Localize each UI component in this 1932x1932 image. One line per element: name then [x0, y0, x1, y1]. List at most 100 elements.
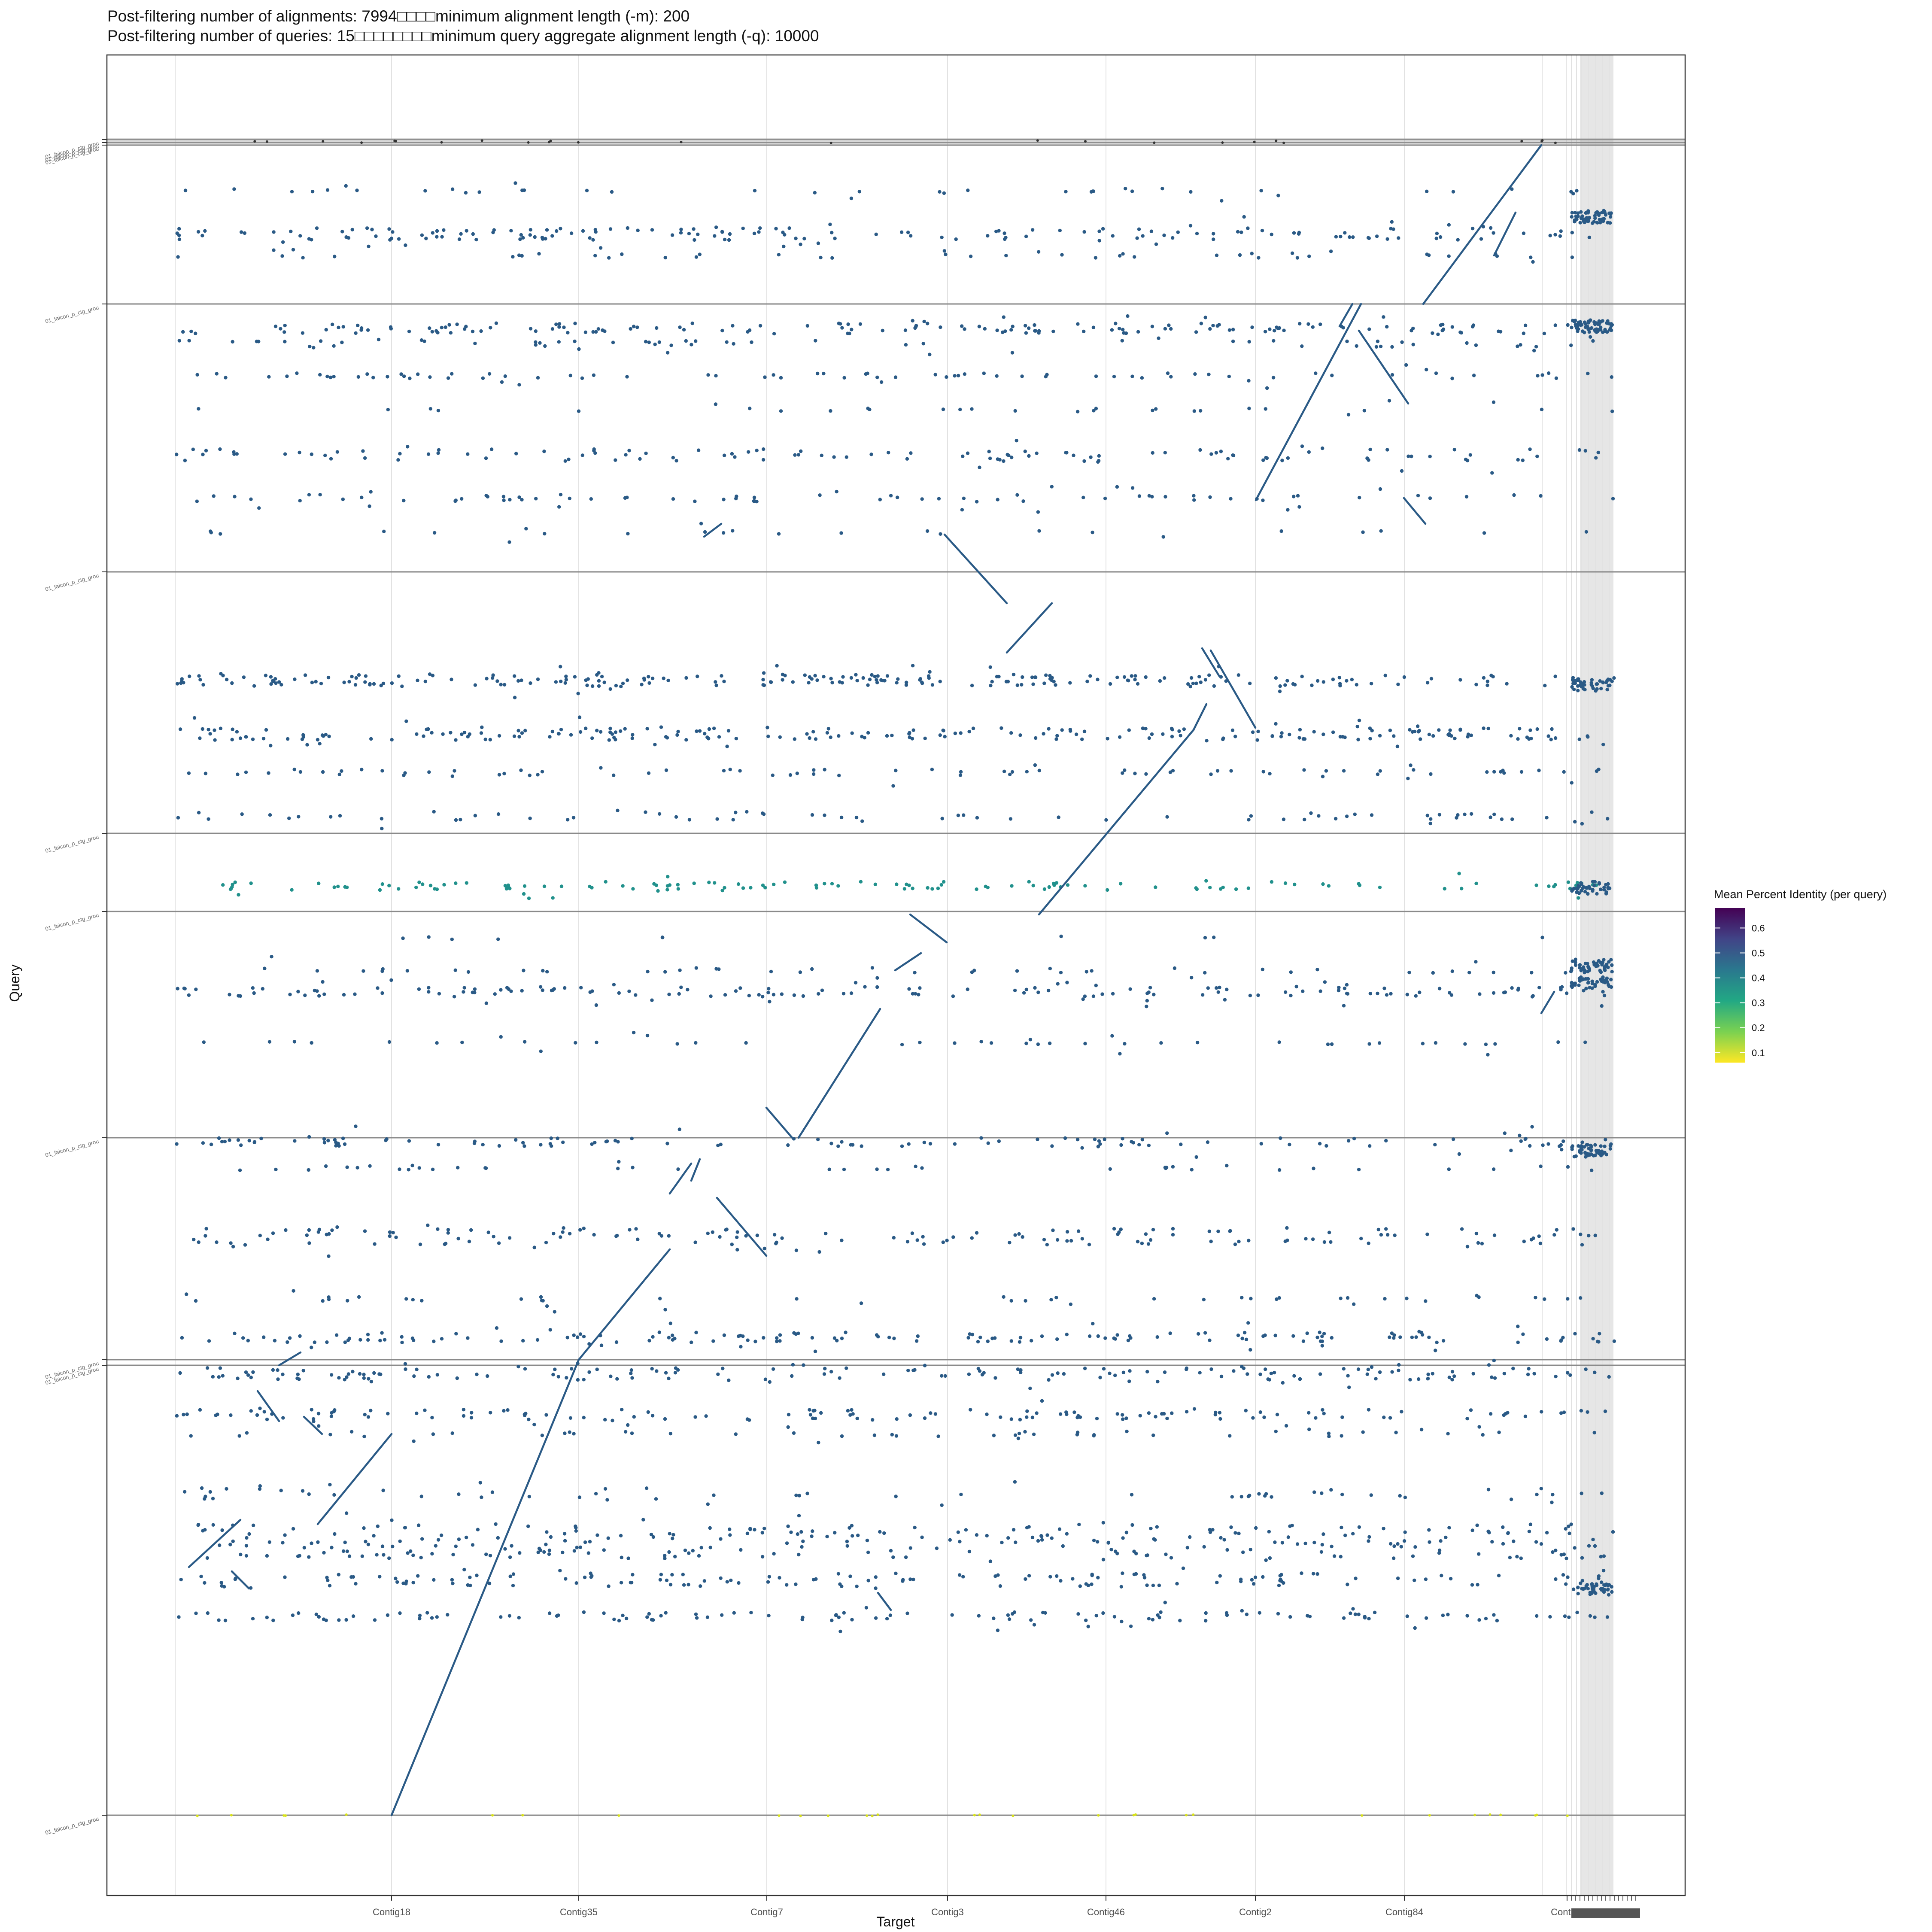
alignment-point [1090, 1582, 1094, 1586]
alignment-point [1397, 1368, 1400, 1373]
alignment-point [761, 677, 765, 682]
alignment-point [1096, 1576, 1100, 1580]
alignment-point [366, 1338, 370, 1342]
alignment-point [1529, 1238, 1534, 1242]
alignment-point [820, 988, 824, 992]
alignment-point [1115, 1333, 1119, 1337]
alignment-point [293, 1139, 297, 1143]
alignment-point [644, 451, 648, 456]
alignment-point [468, 1583, 472, 1588]
alignment-point [906, 231, 910, 234]
alignment-point [838, 322, 842, 326]
alignment-point [1113, 1337, 1117, 1341]
alignment-point [654, 883, 659, 887]
alignment-point [654, 1497, 658, 1501]
alignment-point [1130, 189, 1134, 193]
alignment-point [830, 231, 834, 234]
alignment-point [805, 732, 809, 736]
alignment-point [1355, 725, 1359, 729]
alignment-point [1534, 883, 1538, 887]
alignment-point [207, 817, 210, 821]
alignment-point [1259, 188, 1263, 193]
alignment-point [608, 227, 613, 231]
alignment-point [1076, 1612, 1080, 1616]
alignment-point [1033, 323, 1036, 327]
alignment-point [968, 1332, 972, 1336]
alignment-point [802, 237, 806, 240]
alignment-point [1572, 687, 1576, 692]
alignment-point [722, 453, 726, 457]
alignment-point [328, 1433, 332, 1437]
alignment-point [1597, 1577, 1601, 1580]
alignment-point [1013, 1433, 1018, 1437]
alignment-point [1197, 1332, 1200, 1336]
alignment-point [310, 452, 313, 456]
alignment-point [283, 330, 286, 334]
alignment-point [1570, 781, 1574, 785]
alignment-point [1441, 1339, 1446, 1343]
alignment-point [964, 1528, 968, 1532]
alignment-point [321, 1299, 325, 1303]
alignment-point [1209, 1239, 1213, 1243]
alignment-point [1556, 1040, 1560, 1044]
alignment-point [779, 409, 783, 413]
alignment-point [1595, 769, 1599, 773]
alignment-point [477, 190, 481, 194]
alignment-point [1245, 1372, 1249, 1376]
alignment-point [679, 228, 683, 231]
alignment-point [258, 1484, 262, 1488]
alignment-point [1378, 769, 1382, 773]
alignment-point [1439, 323, 1443, 327]
alignment-point [874, 1586, 878, 1590]
alignment-point [1470, 812, 1473, 816]
alignment-point [402, 374, 406, 378]
alignment-point [1025, 1409, 1029, 1413]
alignment-point [1237, 1531, 1241, 1535]
alignment-point [813, 191, 817, 194]
alignment-point [734, 737, 738, 741]
alignment-point [1065, 1532, 1069, 1536]
alignment-point [372, 1534, 376, 1538]
alignment-point [1601, 1569, 1606, 1573]
alignment-point [415, 1367, 419, 1371]
alignment-point [1601, 742, 1605, 747]
alignment-point [1497, 329, 1501, 333]
alignment-point [1457, 1152, 1461, 1156]
alignment-point [768, 999, 772, 1004]
alignment-point [202, 1040, 206, 1044]
alignment-point [1367, 1539, 1370, 1543]
alignment-point [244, 1554, 249, 1558]
alignment-point [567, 457, 571, 462]
alignment-point [961, 454, 965, 459]
alignment-point [1330, 374, 1334, 377]
alignment-point [956, 814, 960, 817]
alignment-segment [278, 1351, 302, 1367]
alignment-point [1367, 236, 1371, 240]
alignment-point [475, 1574, 479, 1577]
alignment-point [1599, 1154, 1603, 1157]
alignment-point [816, 1137, 820, 1142]
alignment-point [917, 993, 920, 996]
alignment-point [327, 735, 331, 738]
alignment-point [825, 1534, 829, 1539]
alignment-point [1484, 1616, 1488, 1621]
alignment-point [1321, 1532, 1325, 1536]
alignment-point [1566, 323, 1570, 327]
alignment-point [739, 1345, 743, 1349]
alignment-point [1530, 971, 1534, 975]
alignment-point [811, 1529, 814, 1533]
alignment-point [518, 1551, 522, 1555]
alignment-point [1527, 1367, 1531, 1371]
alignment-point [1571, 1227, 1575, 1231]
panel-background [107, 55, 1685, 1896]
alignment-point [1528, 447, 1532, 451]
alignment-point [979, 1040, 983, 1044]
alignment-point [605, 1498, 609, 1502]
alignment-point [1599, 1555, 1603, 1558]
alignment-point [1488, 226, 1493, 230]
alignment-point [858, 322, 863, 326]
alignment-point [1600, 1580, 1604, 1584]
alignment-point [1182, 727, 1186, 731]
alignment-point [1247, 407, 1251, 410]
alignment-point [241, 1336, 245, 1340]
